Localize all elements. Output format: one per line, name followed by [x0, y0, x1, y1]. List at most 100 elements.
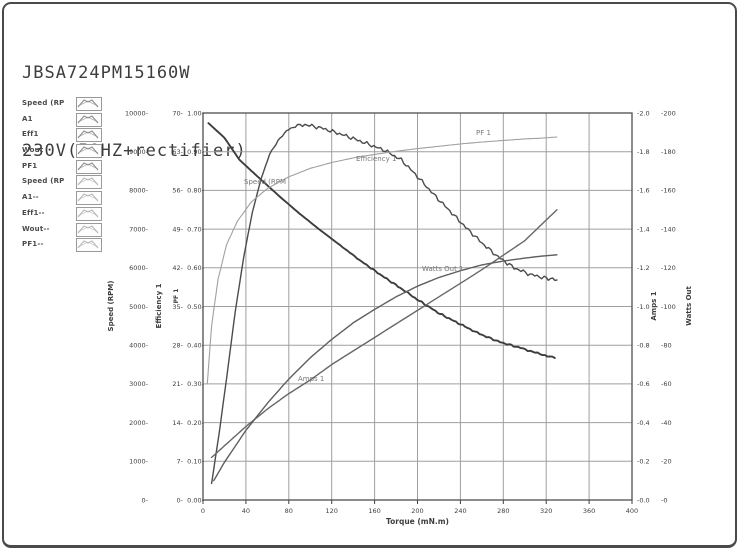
watts-axis-tick: -20 [661, 458, 672, 466]
curve-thumbnail-icon [76, 144, 102, 159]
pf-axis-tick: 0.60- [187, 264, 204, 272]
legend-item-label: Wout-- [22, 224, 50, 233]
curve-thumbnail-icon [76, 159, 102, 174]
pf-axis-tick: 0.40- [187, 342, 204, 350]
amps-axis-tick: -1.6 [637, 187, 650, 195]
speed-axis-tick: 10000- [125, 109, 149, 117]
watts-axis-tick: -200 [661, 109, 676, 117]
x-axis-tick: 160 [368, 507, 380, 515]
x-axis-title: Torque (mN.m) [386, 517, 449, 526]
eff-axis-tick: 70- [172, 109, 183, 117]
x-axis-tick: 120 [325, 507, 337, 515]
pf-curve [206, 136, 558, 385]
amps-axis-tick: -1.0 [637, 303, 650, 311]
amps-axis-tick: -0.0 [637, 496, 650, 504]
legend-item: PF1 [22, 159, 107, 176]
speed-curve-label: Speed (RPM [244, 178, 286, 186]
watts-curve-label: Watts Out 1 [422, 265, 464, 273]
pf-axis-tick: 0.30- [187, 380, 204, 388]
eff-axis-tick: 42- [172, 264, 183, 272]
watts-axis-tick: -0 [661, 496, 667, 504]
amps-axis-tick: -2.0 [637, 109, 650, 117]
amps-curve-label: Amps 1 [298, 375, 324, 383]
eff-curve-label: Efficiency 1 [356, 155, 396, 163]
legend-item: A1 [22, 112, 107, 129]
pf-axis-tick: 0.10- [187, 458, 204, 466]
watts-axis-tick: -160 [661, 187, 676, 195]
watts-axis-tick: -180 [661, 148, 676, 156]
chart-legend: Speed (RP A1 Eff1 Wout PF1 Speed (RP A1-- Eff1-… [22, 97, 107, 254]
eff-axis-tick: 56- [172, 187, 183, 195]
curve-thumbnail-icon [76, 175, 102, 190]
watts-axis-tick: -40 [661, 419, 672, 427]
amps-curve [210, 209, 558, 459]
curve-thumbnail-icon [76, 238, 102, 253]
legend-item: Wout-- [22, 222, 107, 239]
legend-item-label: PF1 [22, 161, 38, 170]
amps-axis-tick: -0.6 [637, 380, 650, 388]
watts-axis-tick: -140 [661, 225, 676, 233]
speed-axis-tick: 2000- [129, 419, 149, 427]
eff-axis-tick: 63- [172, 148, 183, 156]
legend-item-label: A1-- [22, 193, 39, 202]
x-axis-tick: 240 [454, 507, 466, 515]
x-axis-tick: 320 [540, 507, 552, 515]
amps-axis-title: Amps 1 [650, 291, 658, 320]
legend-item-label: PF1-- [22, 240, 44, 249]
speed-axis-tick: 5000- [129, 303, 149, 311]
x-axis-tick: 40 [242, 507, 250, 515]
speed-axis-tick: 1000- [129, 458, 149, 466]
eff-axis-tick: 35- [172, 303, 183, 311]
curve-thumbnail-icon [76, 112, 102, 127]
speed-axis-tick: 8000- [129, 187, 149, 195]
pf-axis-tick: 0.70- [187, 225, 204, 233]
legend-item: Eff1-- [22, 206, 107, 223]
x-axis-tick: 0 [201, 507, 205, 515]
x-axis-tick: 360 [583, 507, 595, 515]
speed-axis-tick: 9000- [129, 148, 149, 156]
legend-item: Speed (RP [22, 97, 107, 113]
speed-axis-title: Speed (RPM) [107, 281, 115, 332]
amps-axis-tick: -0.4 [637, 419, 650, 427]
watts-axis-title: Watts Out [685, 285, 693, 325]
eff-axis-tick: 21- [172, 380, 183, 388]
amps-axis-tick: -1.4 [637, 225, 650, 233]
amps-axis-tick: -0.2 [637, 458, 650, 466]
legend-item-label: Speed (RP [22, 99, 65, 107]
curve-thumbnail-icon [76, 222, 102, 237]
watts-axis-tick: -60 [661, 380, 672, 388]
model-title: JBSA724PM15160W [22, 63, 191, 83]
curve-thumbnail-icon [76, 191, 102, 206]
legend-item-label: Eff1-- [22, 208, 45, 217]
speed-axis-tick: 6000- [129, 264, 149, 272]
curve-thumbnail-icon [76, 128, 102, 143]
watts-curve [213, 254, 558, 482]
amps-axis-tick: -1.8 [637, 148, 650, 156]
amps-axis-tick: -1.2 [637, 264, 650, 272]
legend-item-label: Speed (RP [22, 177, 65, 186]
legend-item: PF1-- [22, 238, 107, 254]
speed-axis-tick: 3000- [129, 380, 149, 388]
legend-item-label: Eff1 [22, 130, 39, 139]
eff-axis-title: Efficiency 1 [155, 283, 163, 328]
watts-axis-tick: -100 [661, 303, 676, 311]
pf-axis-tick: 0.50- [187, 303, 204, 311]
legend-item-label: Wout [22, 146, 44, 155]
watts-axis-tick: -120 [661, 264, 676, 272]
eff-curve [210, 123, 558, 485]
watts-axis-tick: -80 [661, 342, 672, 350]
pf-curve-label: PF 1 [476, 129, 491, 137]
legend-item: A1-- [22, 191, 107, 207]
eff-axis-tick: 14- [172, 419, 183, 427]
eff-axis-tick: 49- [172, 225, 183, 233]
legend-item: Eff1 [22, 128, 107, 144]
pf-axis-tick: 0.00- [187, 496, 204, 504]
pf-axis-title: PF 1 [173, 289, 180, 304]
x-axis-tick: 80 [285, 507, 293, 515]
legend-item: Wout [22, 144, 107, 160]
pf-axis-tick: 0.80- [187, 187, 204, 195]
eff-axis-tick: 0- [177, 496, 184, 504]
eff-axis-tick: 28- [172, 342, 183, 350]
